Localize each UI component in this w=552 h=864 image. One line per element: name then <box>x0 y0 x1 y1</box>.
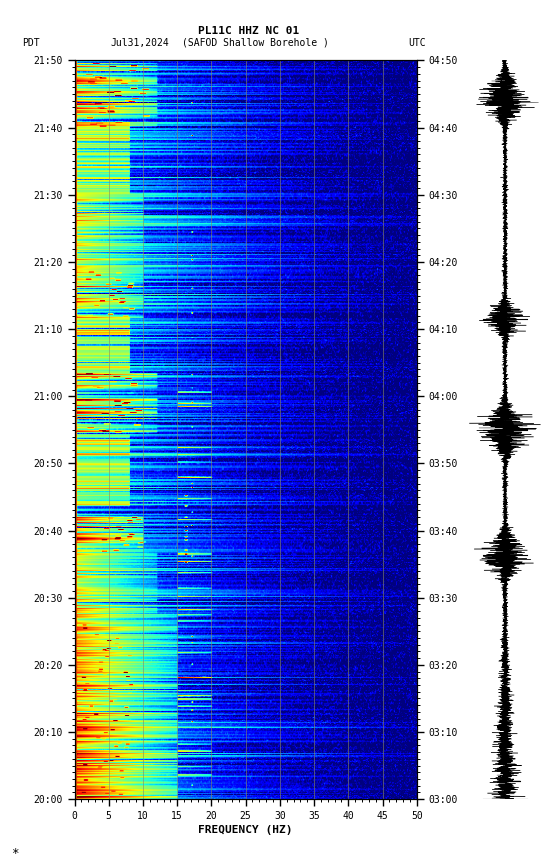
Text: *: * <box>11 847 19 860</box>
Text: (SAFOD Shallow Borehole ): (SAFOD Shallow Borehole ) <box>182 37 329 48</box>
Text: UTC: UTC <box>408 37 426 48</box>
Text: PL11C HHZ NC 01: PL11C HHZ NC 01 <box>198 26 299 36</box>
Text: Jul31,2024: Jul31,2024 <box>110 37 169 48</box>
Text: PDT: PDT <box>22 37 40 48</box>
X-axis label: FREQUENCY (HZ): FREQUENCY (HZ) <box>198 825 293 835</box>
